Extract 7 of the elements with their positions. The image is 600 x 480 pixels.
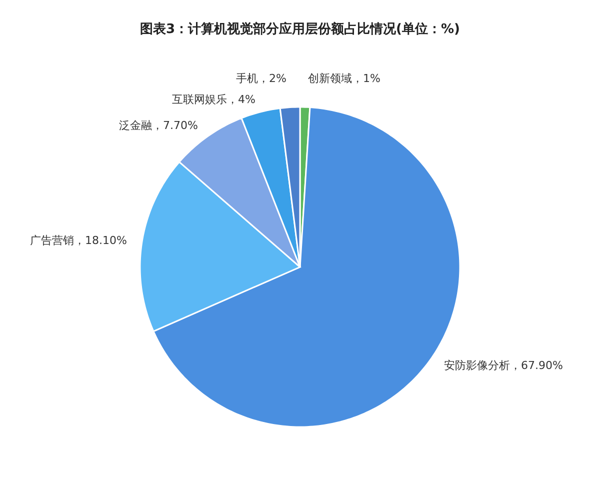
slice-label: 广告营销，18.10% (30, 234, 127, 247)
slice-label: 安防影像分析，67.90% (444, 359, 563, 372)
slice-label: 泛金融，7.70% (119, 119, 198, 132)
slice-label: 互联网娱乐，4% (172, 93, 256, 106)
chart-title: 图表3：计算机视觉部分应用层份额占比情况(单位：%) (140, 21, 460, 38)
slice-label: 创新领域，1% (308, 72, 380, 85)
slice-label: 手机，2% (236, 72, 286, 85)
